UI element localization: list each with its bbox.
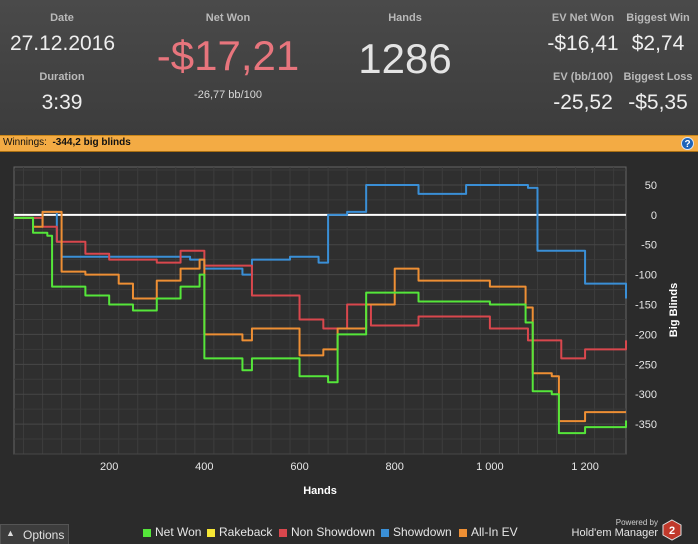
date-value: 27.12.2016: [9, 32, 116, 55]
x-tick-label: 1 200: [571, 461, 599, 473]
winnings-value: -344,2 big blinds: [52, 137, 131, 148]
biggest-win-label: Biggest Win: [626, 12, 690, 24]
series-non-showdown: [14, 216, 627, 360]
hands-value: 1286: [358, 35, 452, 82]
biggest-loss-value: -$5,35: [628, 91, 688, 114]
legend-swatch: [279, 528, 287, 537]
date-label: Date: [50, 12, 74, 24]
duration-value: 3:39: [41, 91, 83, 114]
legend-swatch: [207, 528, 215, 537]
biggest-loss-label: Biggest Loss: [623, 71, 693, 83]
series-all-in-ev: [14, 210, 626, 423]
series-net-won: [14, 216, 627, 435]
series-showdown: [14, 183, 627, 299]
y-tick-label: -100: [635, 270, 657, 282]
legend-showdown[interactable]: Showdown: [381, 525, 452, 539]
plot-area: [13, 166, 627, 455]
x-axis-label: Hands: [303, 485, 337, 497]
svg-text:2: 2: [669, 525, 675, 537]
options-label: Options: [23, 528, 65, 542]
x-tick-label: 400: [195, 461, 213, 473]
legend-non-showdown[interactable]: Non Showdown: [279, 525, 375, 539]
duration-label: Duration: [39, 71, 85, 83]
y-tick-label: 0: [651, 210, 657, 222]
biggest-win-value: $2,74: [631, 32, 685, 55]
brand-name: Hold'em Manager: [571, 527, 658, 539]
chevron-up-icon: ▲: [6, 528, 15, 538]
y-tick-label: -50: [641, 240, 657, 252]
x-tick-label: 800: [386, 461, 404, 473]
legend-rakeback[interactable]: Rakeback: [207, 525, 272, 539]
y-tick-label: -150: [635, 300, 657, 312]
x-tick-label: 600: [290, 461, 308, 473]
options-button[interactable]: ▲ Options: [0, 524, 69, 544]
winnings-label: Winnings:: [3, 137, 47, 148]
net-won-value: -$17,21: [156, 32, 300, 79]
legend-swatch: [459, 528, 467, 537]
hands-label: Hands: [388, 12, 422, 24]
series-lines: [14, 183, 627, 435]
help-icon[interactable]: ?: [681, 137, 694, 150]
powered-by-text: Powered by: [615, 518, 658, 527]
ev-net-won-label: EV Net Won: [551, 12, 615, 24]
winnings-bar: Winnings: -344,2 big blinds ?: [0, 135, 698, 152]
ev-bb100-label: EV (bb/100): [553, 71, 613, 83]
y-axis-tick-labels: 50 0 -50 -100 -150 -200 -250 -300 -350: [635, 180, 657, 431]
ev-bb100-value: -25,52: [553, 91, 613, 114]
y-tick-label: -200: [635, 329, 657, 341]
winnings-chart: 50 0 -50 -100 -150 -200 -250 -300 -350 200 400 600…: [13, 166, 680, 497]
x-tick-label: 1 000: [476, 461, 504, 473]
net-won-bb100: -26,77 bb/100: [194, 89, 262, 101]
y-tick-label: -350: [635, 419, 657, 431]
y-axis-label: Big Blinds: [668, 283, 680, 337]
x-tick-label: 200: [100, 461, 118, 473]
legend-swatch: [381, 528, 389, 537]
y-tick-label: -300: [635, 389, 657, 401]
y-tick-label: -250: [635, 359, 657, 371]
legend-net-won[interactable]: Net Won: [143, 525, 201, 539]
net-won-label: Net Won: [205, 12, 251, 24]
brand-logo-block: Powered by Hold'em Manager 2: [560, 518, 688, 544]
x-axis-tick-labels: 200 400 600 800 1 000 1 200: [100, 461, 599, 473]
legend-swatch: [143, 528, 151, 537]
y-tick-label: 50: [645, 180, 657, 192]
legend-all-in-ev[interactable]: All-In EV: [459, 525, 518, 539]
session-summary-header: Date 27.12.2016 Duration 3:39 Net Won -$…: [0, 0, 698, 135]
ev-net-won-value: -$16,41: [547, 32, 619, 55]
hm2-logo-icon: 2: [662, 519, 682, 541]
footer: ▲ Options Net Won Rakeback Non Showdown …: [0, 518, 698, 544]
